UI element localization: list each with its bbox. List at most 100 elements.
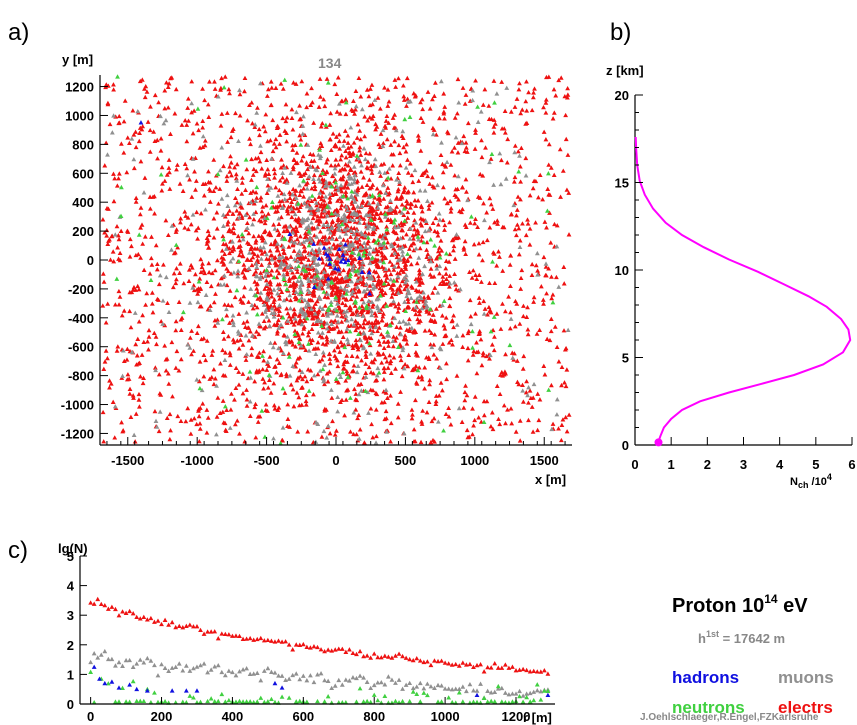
electrs-point [204,407,210,412]
neutrons-lateral-point [382,693,388,699]
muons-point [353,212,359,217]
electrs-point [133,199,139,204]
electrs-point [396,142,402,148]
electrs-lateral-point [478,662,483,667]
muons-point [543,261,549,266]
electrs-point [191,348,196,353]
muons-point [295,252,301,258]
electrs-point [100,303,106,308]
electrs-point [428,440,434,445]
muons-point [412,167,418,173]
electrs-point [328,163,334,168]
electrs-point [107,378,112,383]
electrs-point [508,253,513,258]
electrs-point [139,222,145,227]
electrs-point [467,220,473,225]
electrs-point [373,313,379,318]
electrs-lateral-point [180,625,186,630]
electrs-point [546,162,552,167]
muons-point [280,170,286,175]
electrs-point [554,344,560,350]
electrs-point [280,246,286,251]
electrs-point [298,173,304,179]
muons-point [369,309,375,314]
electrs-point [355,415,360,421]
muons-lateral-point [300,673,306,678]
muons-point [405,287,411,292]
muons-point [413,246,419,251]
electrs-lateral-point [403,655,409,660]
electrs-point [164,356,170,361]
muons-point [408,295,414,301]
electrs-point [141,267,147,272]
electrs-point [477,331,483,336]
electrs-point [309,376,315,381]
neutrons-point [367,340,372,346]
electrs-point [404,341,410,346]
muons-point [322,183,328,189]
electrs-point [259,311,265,316]
electrs-point [378,288,384,294]
neutrons-point [356,251,362,257]
electrs-point [338,206,344,211]
neutrons-point [365,235,371,240]
electrs-point [348,167,354,173]
electrs-point [437,271,442,276]
electrs-point [371,238,377,243]
electrs-point [159,164,165,170]
y-tick-label: 800 [72,137,94,152]
electrs-point [364,339,370,344]
muons-point [157,409,163,414]
electrs-point [196,378,202,384]
electrs-lateral-point [286,642,292,647]
neutrons-lateral-point [162,698,168,704]
electrs-point [249,262,255,268]
electrs-point [500,268,506,273]
electrs-point [119,313,125,318]
muons-lateral-point [315,672,320,677]
electrs-point [409,172,415,178]
electrs-point [512,351,517,356]
neutrons-point [468,214,474,219]
electrs-point [189,351,194,357]
neutrons-lateral-point [481,695,487,700]
electrs-point [317,76,323,81]
electrs-point [470,431,475,437]
muons-lateral-point [361,675,366,680]
electrs-lateral-point [102,602,108,608]
electrs-point [300,256,306,261]
electrs-point [299,78,305,84]
muons-point [438,346,444,352]
muons-point [300,312,306,317]
electrs-point [425,89,431,94]
muons-lateral-point [439,683,444,688]
muons-point [364,222,370,227]
neutrons-point [115,74,120,79]
electrs-point [372,320,378,326]
electrs-point [550,421,556,426]
electrs-point [369,116,375,121]
neutrons-point [489,151,495,157]
electrs-point [286,351,292,356]
muons-point [195,299,201,305]
electrs-point [507,262,513,267]
electrs-point [422,170,427,175]
electrs-point [153,242,159,248]
x-tick-label: 1500 [530,453,559,468]
electrs-lateral-point [510,664,515,669]
neutrons-lateral-point [105,681,111,686]
electrs-point [479,362,485,368]
electrs-point [116,171,122,176]
muons-point [400,244,405,250]
electrs-point [396,75,401,81]
electrs-point [202,143,208,148]
neutrons-lateral-point [414,691,420,696]
electrs-point [353,318,358,323]
muons-point [350,267,355,272]
muons-point [313,200,319,205]
electrs-point [338,276,344,281]
electrs-point [294,160,300,165]
electrs-point [367,115,373,120]
electrs-point [213,291,218,296]
muons-point [308,164,313,169]
